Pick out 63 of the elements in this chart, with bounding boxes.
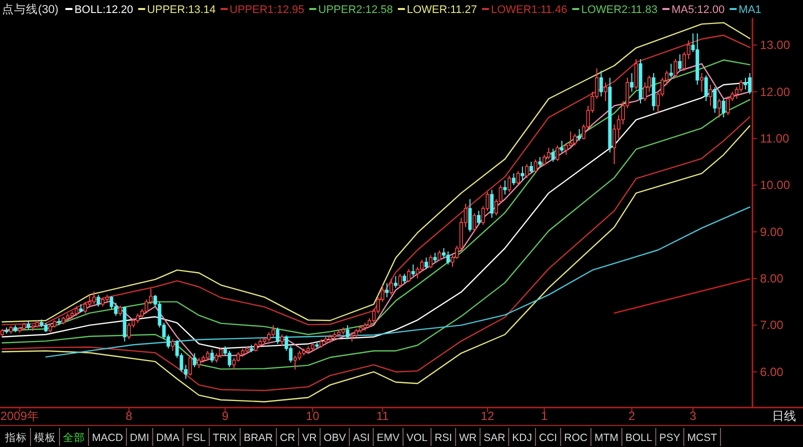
text: VR xyxy=(302,432,318,444)
text: VOL xyxy=(406,432,428,444)
candlestick xyxy=(520,166,524,181)
legend-label: MA1 xyxy=(738,4,762,16)
x-tick-label: 12 xyxy=(480,409,494,423)
x-tick-label: 10 xyxy=(306,409,320,423)
text: DMI xyxy=(130,432,150,444)
x-tick-label: 8 xyxy=(126,409,133,423)
y-tick-label: 6.00 xyxy=(760,364,784,379)
text: BOLL xyxy=(625,432,652,444)
text: ASI xyxy=(352,432,370,444)
candlestick xyxy=(652,72,656,111)
candlestick xyxy=(503,180,507,195)
x-tick-label: 1 xyxy=(540,409,548,423)
legend-label: UPPER:13.14 xyxy=(147,4,216,16)
text: DMA xyxy=(156,432,180,444)
text: FSL xyxy=(186,432,206,444)
legend-label: LOWER:11.27 xyxy=(406,4,477,16)
legend-label: UPPER2:12.58 xyxy=(318,4,393,16)
x-tick-label: 2 xyxy=(628,409,636,423)
text: KDJ xyxy=(512,432,532,444)
candlestick xyxy=(599,70,603,97)
legend-label: UPPER1:12.95 xyxy=(230,4,304,16)
text: RSI xyxy=(434,432,452,444)
text: 日线 xyxy=(772,409,796,423)
text: PSY xyxy=(659,432,680,444)
text: 指标 xyxy=(4,432,27,444)
text: ROC xyxy=(564,432,588,444)
candlestick xyxy=(350,332,354,342)
text: CR xyxy=(280,432,296,444)
y-tick-label: 10.00 xyxy=(760,178,790,192)
y-tick-label: 13.00 xyxy=(760,38,790,52)
x-tick-label: 2009年 xyxy=(0,409,40,423)
chart-title: 点与线(30) xyxy=(2,3,59,16)
legend-label: MA5:12.00 xyxy=(671,4,725,16)
line-series xyxy=(45,206,750,358)
x-tick-label: 3 xyxy=(690,409,697,423)
text: 全部 xyxy=(63,431,85,444)
text: MTM xyxy=(594,432,618,444)
text: OBV xyxy=(324,432,346,444)
x-tick-label: 9 xyxy=(222,409,229,423)
legend-label: BOLL:12.20 xyxy=(74,4,134,16)
y-tick-label: 11.00 xyxy=(760,131,790,146)
candlestick xyxy=(638,58,642,104)
y-tick-label: 12.00 xyxy=(760,84,790,99)
y-tick-label: 9.00 xyxy=(760,224,784,239)
text: BRAR xyxy=(244,432,274,444)
legend-label: LOWER2:11.83 xyxy=(581,4,658,16)
candlestick xyxy=(700,72,704,92)
y-tick-label: 7.00 xyxy=(760,318,784,332)
text: EMV xyxy=(376,432,400,444)
text: CCI xyxy=(539,432,558,444)
text: MACD xyxy=(92,432,124,444)
text: WR xyxy=(459,432,477,444)
x-tick-label: 11 xyxy=(376,409,390,423)
text: MCST xyxy=(687,432,718,444)
text: 模板 xyxy=(34,432,56,444)
text: TRIX xyxy=(212,432,237,444)
candlestick xyxy=(608,77,612,153)
y-tick-label: 8.00 xyxy=(760,271,784,286)
candlestick xyxy=(630,72,634,92)
text: SAR xyxy=(484,432,506,444)
legend-label: LOWER1:11.46 xyxy=(490,4,568,16)
